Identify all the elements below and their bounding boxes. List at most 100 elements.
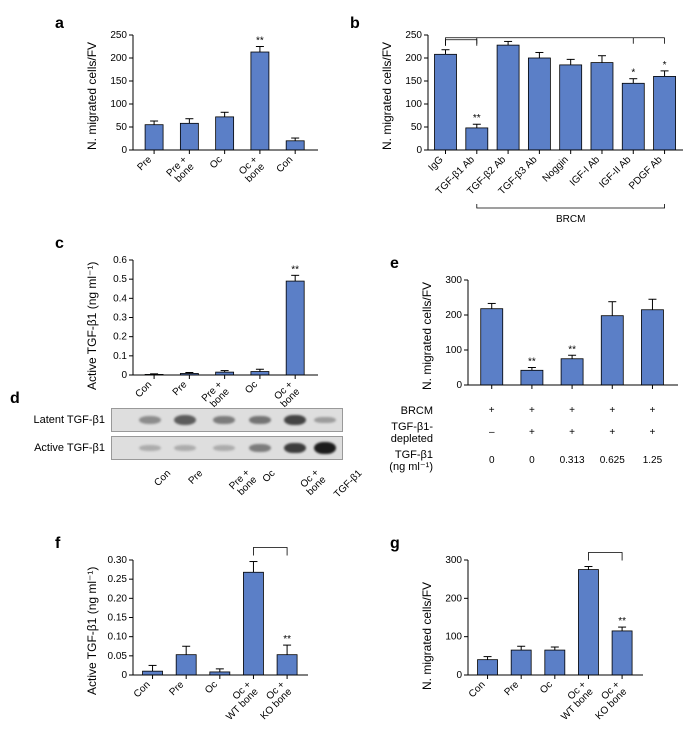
blot-latent-row: Latent TGF-β1 xyxy=(10,408,343,432)
svg-text:PDGF Ab: PDGF Ab xyxy=(627,154,665,192)
panel-e-row-value: + xyxy=(634,405,670,416)
panel-e-row-value: 0.625 xyxy=(594,455,630,466)
svg-text:Oc: Oc xyxy=(208,154,225,171)
panel-e-row-label: TGF-β1(ng ml⁻¹) xyxy=(355,449,433,473)
svg-text:0.4: 0.4 xyxy=(113,293,127,304)
panel-e-row-value: + xyxy=(634,427,670,438)
panel-g-label: g xyxy=(390,535,400,553)
panel-e-row-value: + xyxy=(594,405,630,416)
panel-b-ytitle: N. migrated cells/FV xyxy=(380,42,394,150)
svg-text:Oc +bone: Oc +bone xyxy=(237,154,268,185)
svg-text:50: 50 xyxy=(411,122,423,133)
panel-e-row-value: + xyxy=(594,427,630,438)
svg-text:100: 100 xyxy=(445,632,462,643)
panel-a-ytitle: N. migrated cells/FV xyxy=(85,42,99,150)
svg-text:0.15: 0.15 xyxy=(108,613,128,624)
svg-text:Pre +bone: Pre +bone xyxy=(200,379,232,411)
svg-text:Oc: Oc xyxy=(203,679,220,696)
panel-g-ytitle: N. migrated cells/FV xyxy=(420,582,434,690)
svg-text:Con: Con xyxy=(132,679,153,700)
blot-lane-label: Pre +bone xyxy=(228,468,259,499)
panel-e-row-label: BRCM xyxy=(355,405,433,417)
panel-e-row-value: 1.25 xyxy=(634,455,670,466)
svg-text:0.20: 0.20 xyxy=(108,593,128,604)
svg-text:0: 0 xyxy=(456,670,462,681)
svg-text:100: 100 xyxy=(110,99,127,110)
svg-text:Con: Con xyxy=(275,154,296,175)
panel-e-label: e xyxy=(390,255,399,273)
panel-c-chart: 00.10.20.30.40.50.6**ConPrePre +boneOcOc… xyxy=(105,255,310,405)
svg-text:150: 150 xyxy=(110,76,127,87)
svg-text:250: 250 xyxy=(110,30,127,41)
svg-text:**: ** xyxy=(568,344,576,355)
svg-text:0.30: 0.30 xyxy=(108,555,128,566)
panel-a-label: a xyxy=(55,15,64,33)
svg-text:250: 250 xyxy=(405,30,422,41)
svg-text:0.3: 0.3 xyxy=(113,313,127,324)
svg-text:0.10: 0.10 xyxy=(108,632,128,643)
svg-text:Pre: Pre xyxy=(171,379,190,398)
svg-text:300: 300 xyxy=(445,555,462,566)
svg-text:Oc: Oc xyxy=(243,379,260,396)
panel-e-row-value: + xyxy=(514,427,550,438)
svg-text:0: 0 xyxy=(121,370,127,381)
svg-text:Oc +KO bone: Oc +KO bone xyxy=(587,679,630,722)
svg-text:0.1: 0.1 xyxy=(113,351,127,362)
svg-text:BRCM: BRCM xyxy=(556,214,585,225)
panel-b-chart: 050100150200250****IgGTGF-β1 AbTGF-β2 Ab… xyxy=(400,30,685,235)
svg-text:0.05: 0.05 xyxy=(108,651,128,662)
svg-text:**: ** xyxy=(528,357,536,368)
svg-text:**: ** xyxy=(283,634,291,645)
svg-text:Pre: Pre xyxy=(135,154,154,173)
svg-text:*: * xyxy=(631,68,635,79)
svg-text:**: ** xyxy=(618,616,626,627)
panel-e-chart: 0100200300**** xyxy=(440,275,670,405)
svg-text:200: 200 xyxy=(445,593,462,604)
svg-text:0.2: 0.2 xyxy=(113,332,127,343)
panel-e-row-value: 0 xyxy=(514,455,550,466)
svg-text:0: 0 xyxy=(456,380,462,391)
svg-text:Oc: Oc xyxy=(538,679,555,696)
svg-text:0.6: 0.6 xyxy=(113,255,127,266)
panel-e-row-label: TGF-β1-depleted xyxy=(355,421,433,445)
panel-e-row-value: 0 xyxy=(474,455,510,466)
svg-text:**: ** xyxy=(473,113,481,124)
svg-text:Noggin: Noggin xyxy=(541,154,571,184)
blot-latent-image xyxy=(111,408,343,432)
svg-text:100: 100 xyxy=(405,99,422,110)
blot-latent-label: Latent TGF-β1 xyxy=(10,414,111,426)
panel-f-label: f xyxy=(55,535,60,553)
svg-text:100: 100 xyxy=(445,345,462,356)
blot-lane-label: Con xyxy=(152,468,173,489)
svg-text:0: 0 xyxy=(121,145,127,156)
panel-e-row-value: 0.313 xyxy=(554,455,590,466)
svg-text:Oc +WT bone: Oc +WT bone xyxy=(217,679,261,723)
panel-e-row-value: – xyxy=(474,427,510,438)
panel-e-row-value: + xyxy=(474,405,510,416)
svg-text:Pre: Pre xyxy=(168,679,187,698)
svg-text:0: 0 xyxy=(121,670,127,681)
figure: a N. migrated cells/FV 050100150200250**… xyxy=(10,10,684,742)
svg-text:Pre: Pre xyxy=(503,679,522,698)
svg-text:0.25: 0.25 xyxy=(108,574,128,585)
svg-text:200: 200 xyxy=(405,53,422,64)
svg-text:**: ** xyxy=(256,36,264,47)
blot-lane-label: Oc +bone xyxy=(298,468,328,498)
panel-f-chart: 0 0.05 0.10 0.15 0.20 0.25 0.30 ** Con Pre OcOc +W… xyxy=(105,555,305,745)
blot-active-row: Active TGF-β1 xyxy=(10,436,343,460)
panel-f-ytitle: Active TGF-β1 (ng ml⁻¹) xyxy=(85,567,99,695)
svg-text:Pre +bone: Pre +bone xyxy=(165,154,197,186)
svg-text:IgG: IgG xyxy=(426,154,445,173)
svg-text:*: * xyxy=(663,60,667,71)
blot-lane-label: Oc xyxy=(261,468,278,485)
panel-d-label: d xyxy=(10,390,20,408)
panel-c-ytitle: Active TGF-β1 (ng ml⁻¹) xyxy=(85,262,99,390)
svg-text:200: 200 xyxy=(110,53,127,64)
panel-b-label: b xyxy=(350,15,360,33)
svg-text:50: 50 xyxy=(116,122,128,133)
svg-text:0: 0 xyxy=(416,145,422,156)
svg-text:Oc +bone: Oc +bone xyxy=(272,379,303,410)
panel-a-chart: 0 50 100 150 200 250 ** Pre Pre +bone Oc Oc +bone C… xyxy=(105,30,310,220)
svg-text:Con: Con xyxy=(133,379,154,400)
panel-e-row-value: + xyxy=(554,405,590,416)
